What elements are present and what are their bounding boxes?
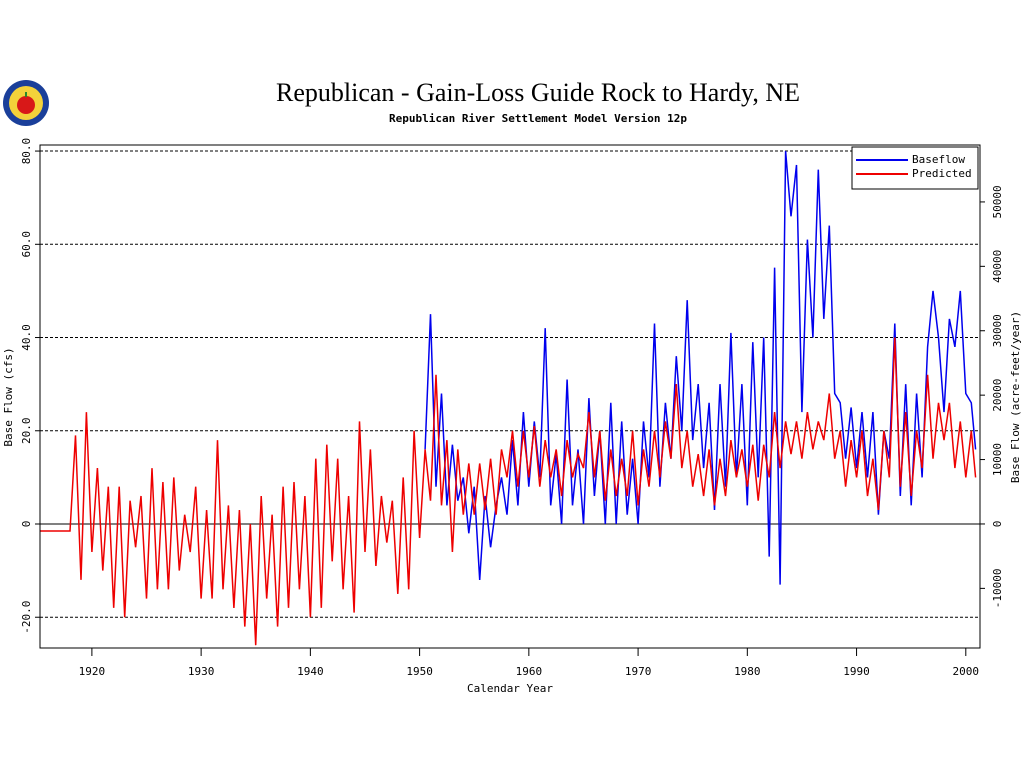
y2-tick-label: 40000	[991, 250, 1004, 283]
x-tick-label: 2000	[953, 665, 980, 678]
y-tick-label: -20.0	[20, 601, 33, 634]
x-tick-label: 1970	[625, 665, 652, 678]
legend-box	[851, 146, 979, 190]
y2-tick-label: 20000	[991, 379, 1004, 412]
y2-tick-label: 10000	[991, 443, 1004, 476]
y2-tick-label: 0	[991, 521, 1004, 528]
y2-tick-label: 50000	[991, 185, 1004, 218]
logo	[3, 80, 49, 126]
x-tick-label: 1990	[843, 665, 870, 678]
series-line	[40, 337, 977, 646]
y-tick-label: 40.0	[20, 324, 33, 351]
y2-tick-label: -10000	[991, 568, 1004, 608]
legend-label: Predicted	[912, 167, 972, 180]
y2-axis-label: Base Flow (acre-feet/year)	[1009, 311, 1022, 483]
plot-frame	[39, 144, 981, 649]
y-tick-label: 20.0	[20, 418, 33, 445]
x-tick-label: 1940	[297, 665, 324, 678]
x-tick-label: 1920	[79, 665, 106, 678]
y-tick-label: 80.0	[20, 138, 33, 165]
chart-title: Republican - Gain-Loss Guide Rock to Har…	[276, 78, 800, 107]
y-axis-label: Base Flow (cfs)	[2, 347, 15, 446]
x-tick-label: 1930	[188, 665, 215, 678]
y-tick-label: 0	[20, 521, 33, 528]
x-axis-label: Calendar Year	[467, 682, 553, 695]
y-tick-label: 60.0	[20, 231, 33, 258]
x-tick-label: 1980	[734, 665, 761, 678]
logo-apple	[17, 96, 35, 114]
y2-tick-label: 30000	[991, 314, 1004, 347]
chart-subtitle: Republican River Settlement Model Versio…	[389, 112, 687, 125]
logo-stem	[25, 92, 27, 97]
x-tick-label: 1960	[516, 665, 543, 678]
legend-label: Baseflow	[912, 153, 965, 166]
x-tick-label: 1950	[406, 665, 433, 678]
